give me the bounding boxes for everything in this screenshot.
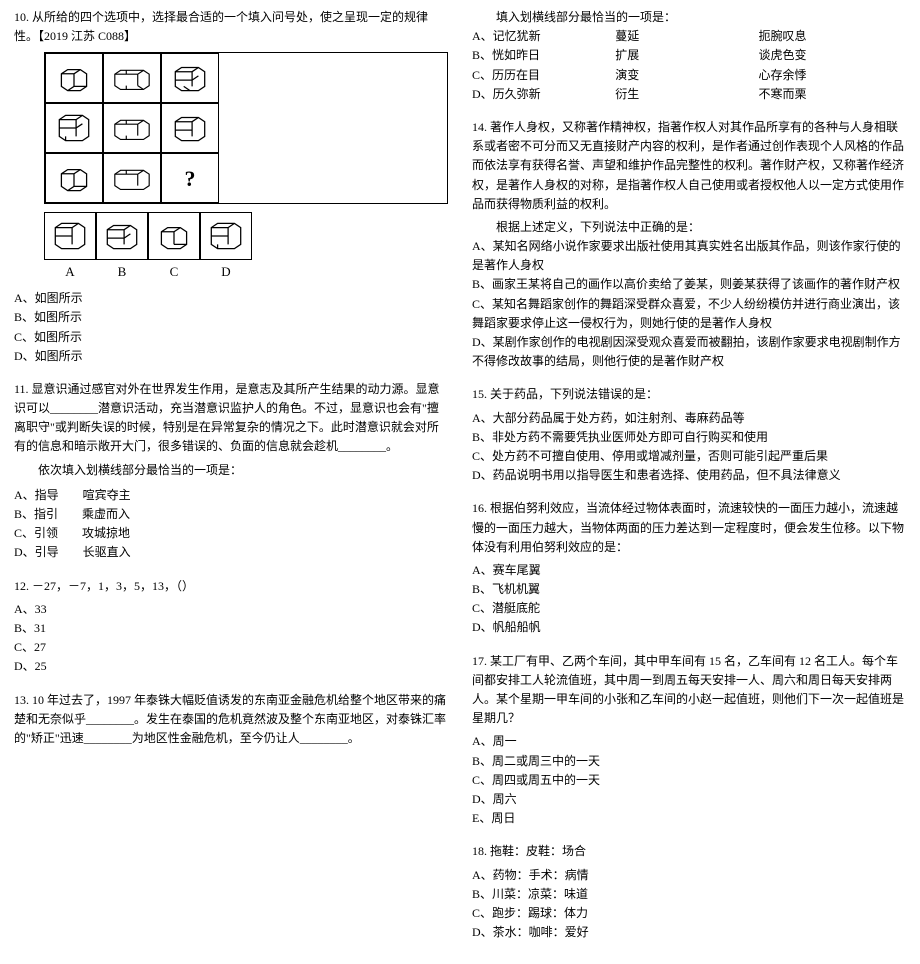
q11-sub: 依次填入划横线部分最恰当的一项是： [14,461,448,480]
q17-opt-a: A、周一 [472,732,906,751]
q16-opt-c: C、潜艇底舵 [472,599,906,618]
q13: 13. 10 年过去了，1997 年泰铢大幅贬值诱发的东南亚金融危机给整个地区带… [14,691,448,749]
q11-opt-b: B、指引 乘虚而入 [14,505,448,524]
q10-label-a: A [44,262,96,283]
q11-opt-c: C、引领 攻城掠地 [14,524,448,543]
q14-opt-d: D、某剧作家创作的电视剧因深受观众喜爱而被翻拍，该剧作家要求电视剧制作方不得修改… [472,333,906,371]
q18: 18. 拖鞋：皮鞋：场合 A、药物：手术：病情 B、川菜：凉菜：味道 C、跑步：… [472,842,906,942]
q16-opt-a: A、赛车尾翼 [472,561,906,580]
q10-opt-a: A、如图所示 [14,289,448,308]
q12-opts: A、33 B、31 C、27 D、25 [14,600,448,677]
q14-sub: 根据上述定义，下列说法中正确的是： [472,218,906,237]
q10-opt-d: D、如图所示 [14,347,448,366]
q17-opts: A、周一 B、周二或周三中的一天 C、周四或周五中的一天 D、周六 E、周日 [472,732,906,828]
q12-opt-a: A、33 [14,600,448,619]
q10-figure: ? A B C D [44,52,448,283]
q15-opt-a: A、大部分药品属于处方药，如注射剂、毒麻药品等 [472,409,906,428]
q18-opts: A、药物：手术：病情 B、川菜：凉菜：味道 C、跑步：踢球：体力 D、茶水：咖啡… [472,866,906,943]
q10-label-b: B [96,262,148,283]
q10-opts: A、如图所示 B、如图所示 C、如图所示 D、如图所示 [14,289,448,366]
q10-qmark: ? [161,153,219,203]
q15-opts: A、大部分药品属于处方药，如注射剂、毒麻药品等 B、非处方药不需要凭执业医师处方… [472,409,906,486]
q13-stem: 13. 10 年过去了，1997 年泰铢大幅贬值诱发的东南亚金融危机给整个地区带… [14,691,448,749]
q14-opt-c: C、某知名舞蹈家创作的舞蹈深受群众喜爱，不少人纷纷模仿并进行商业演出，该舞蹈家要… [472,295,906,333]
q18-opt-d: D、茶水：咖啡：爱好 [472,923,906,942]
q14-opts: A、某知名网络小说作家要求出版社使用其真实姓名出版其作品，则该作家行使的是著作人… [472,237,906,371]
q14-stem: 14. 著作人身权，又称著作精神权，指著作权人对其作品所享有的各种与人身相联系或… [472,118,906,214]
q10-stem: 10. 从所给的四个选项中，选择最合适的一个填入问号处，使之呈现一定的规律性。【… [14,8,448,46]
q17-opt-e: E、周日 [472,809,906,828]
q13-sub: 填入划横线部分最恰当的一项是： [472,8,906,27]
q15-opt-c: C、处方药不可擅自使用、停用或增减剂量，否则可能引起严重后果 [472,447,906,466]
q17-opt-c: C、周四或周五中的一天 [472,771,906,790]
q11-opts: A、指导 喧宾夺主 B、指引 乘虚而入 C、引领 攻城掠地 D、引导 长驱直入 [14,486,448,563]
q16-opt-b: B、飞机机翼 [472,580,906,599]
q17: 17. 某工厂有甲、乙两个车间，其中甲车间有 15 名，乙车间有 12 名工人。… [472,652,906,829]
q11: 11. 显意识通过感官对外在世界发生作用，是意志及其所产生结果的动力源。显意识可… [14,380,448,563]
q11-opt-a: A、指导 喧宾夺主 [14,486,448,505]
q12: 12. －27，－7，1，3，5，13，（） A、33 B、31 C、27 D、… [14,577,448,677]
q15: 15. 关于药品，下列说法错误的是： A、大部分药品属于处方药，如注射剂、毒麻药… [472,385,906,485]
q12-opt-b: B、31 [14,619,448,638]
q12-stem: 12. －27，－7，1，3，5，13，（） [14,577,448,596]
q18-stem: 18. 拖鞋：皮鞋：场合 [472,842,906,861]
q10: 10. 从所给的四个选项中，选择最合适的一个填入问号处，使之呈现一定的规律性。【… [14,8,448,366]
q17-stem: 17. 某工厂有甲、乙两个车间，其中甲车间有 15 名，乙车间有 12 名工人。… [472,652,906,729]
q18-opt-a: A、药物：手术：病情 [472,866,906,885]
q15-opt-b: B、非处方药不需要凭执业医师处方即可自行购买和使用 [472,428,906,447]
q13-opts-block: 填入划横线部分最恰当的一项是： A、记忆犹新蔓延扼腕叹息 B、恍如昨日扩展谈虎色… [472,8,906,104]
q14-opt-a: A、某知名网络小说作家要求出版社使用其真实姓名出版其作品，则该作家行使的是著作人… [472,237,906,275]
q11-opt-d: D、引导 长驱直入 [14,543,448,562]
q11-stem: 11. 显意识通过感官对外在世界发生作用，是意志及其所产生结果的动力源。显意识可… [14,380,448,457]
q16: 16. 根据伯努利效应，当流体经过物体表面时，流速较快的一面压力越小，流速越慢的… [472,499,906,637]
q15-opt-d: D、药品说明书用以指导医生和患者选择、使用药品，但不具法律意义 [472,466,906,485]
q10-label-c: C [148,262,200,283]
q16-stem: 16. 根据伯努利效应，当流体经过物体表面时，流速较快的一面压力越小，流速越慢的… [472,499,906,557]
q16-opt-d: D、帆船船帆 [472,618,906,637]
q10-opt-c: C、如图所示 [14,328,448,347]
q14: 14. 著作人身权，又称著作精神权，指著作权人对其作品所享有的各种与人身相联系或… [472,118,906,371]
q10-opt-b: B、如图所示 [14,308,448,327]
q15-stem: 15. 关于药品，下列说法错误的是： [472,385,906,404]
q17-opt-d: D、周六 [472,790,906,809]
q12-opt-c: C、27 [14,638,448,657]
q17-opt-b: B、周二或周三中的一天 [472,752,906,771]
q12-opt-d: D、25 [14,657,448,676]
q10-label-d: D [200,262,252,283]
q16-opts: A、赛车尾翼 B、飞机机翼 C、潜艇底舵 D、帆船船帆 [472,561,906,638]
q18-opt-c: C、跑步：踢球：体力 [472,904,906,923]
q18-opt-b: B、川菜：凉菜：味道 [472,885,906,904]
q14-opt-b: B、画家王某将自己的画作以高价卖给了姜某，则姜某获得了该画作的著作财产权 [472,275,906,294]
